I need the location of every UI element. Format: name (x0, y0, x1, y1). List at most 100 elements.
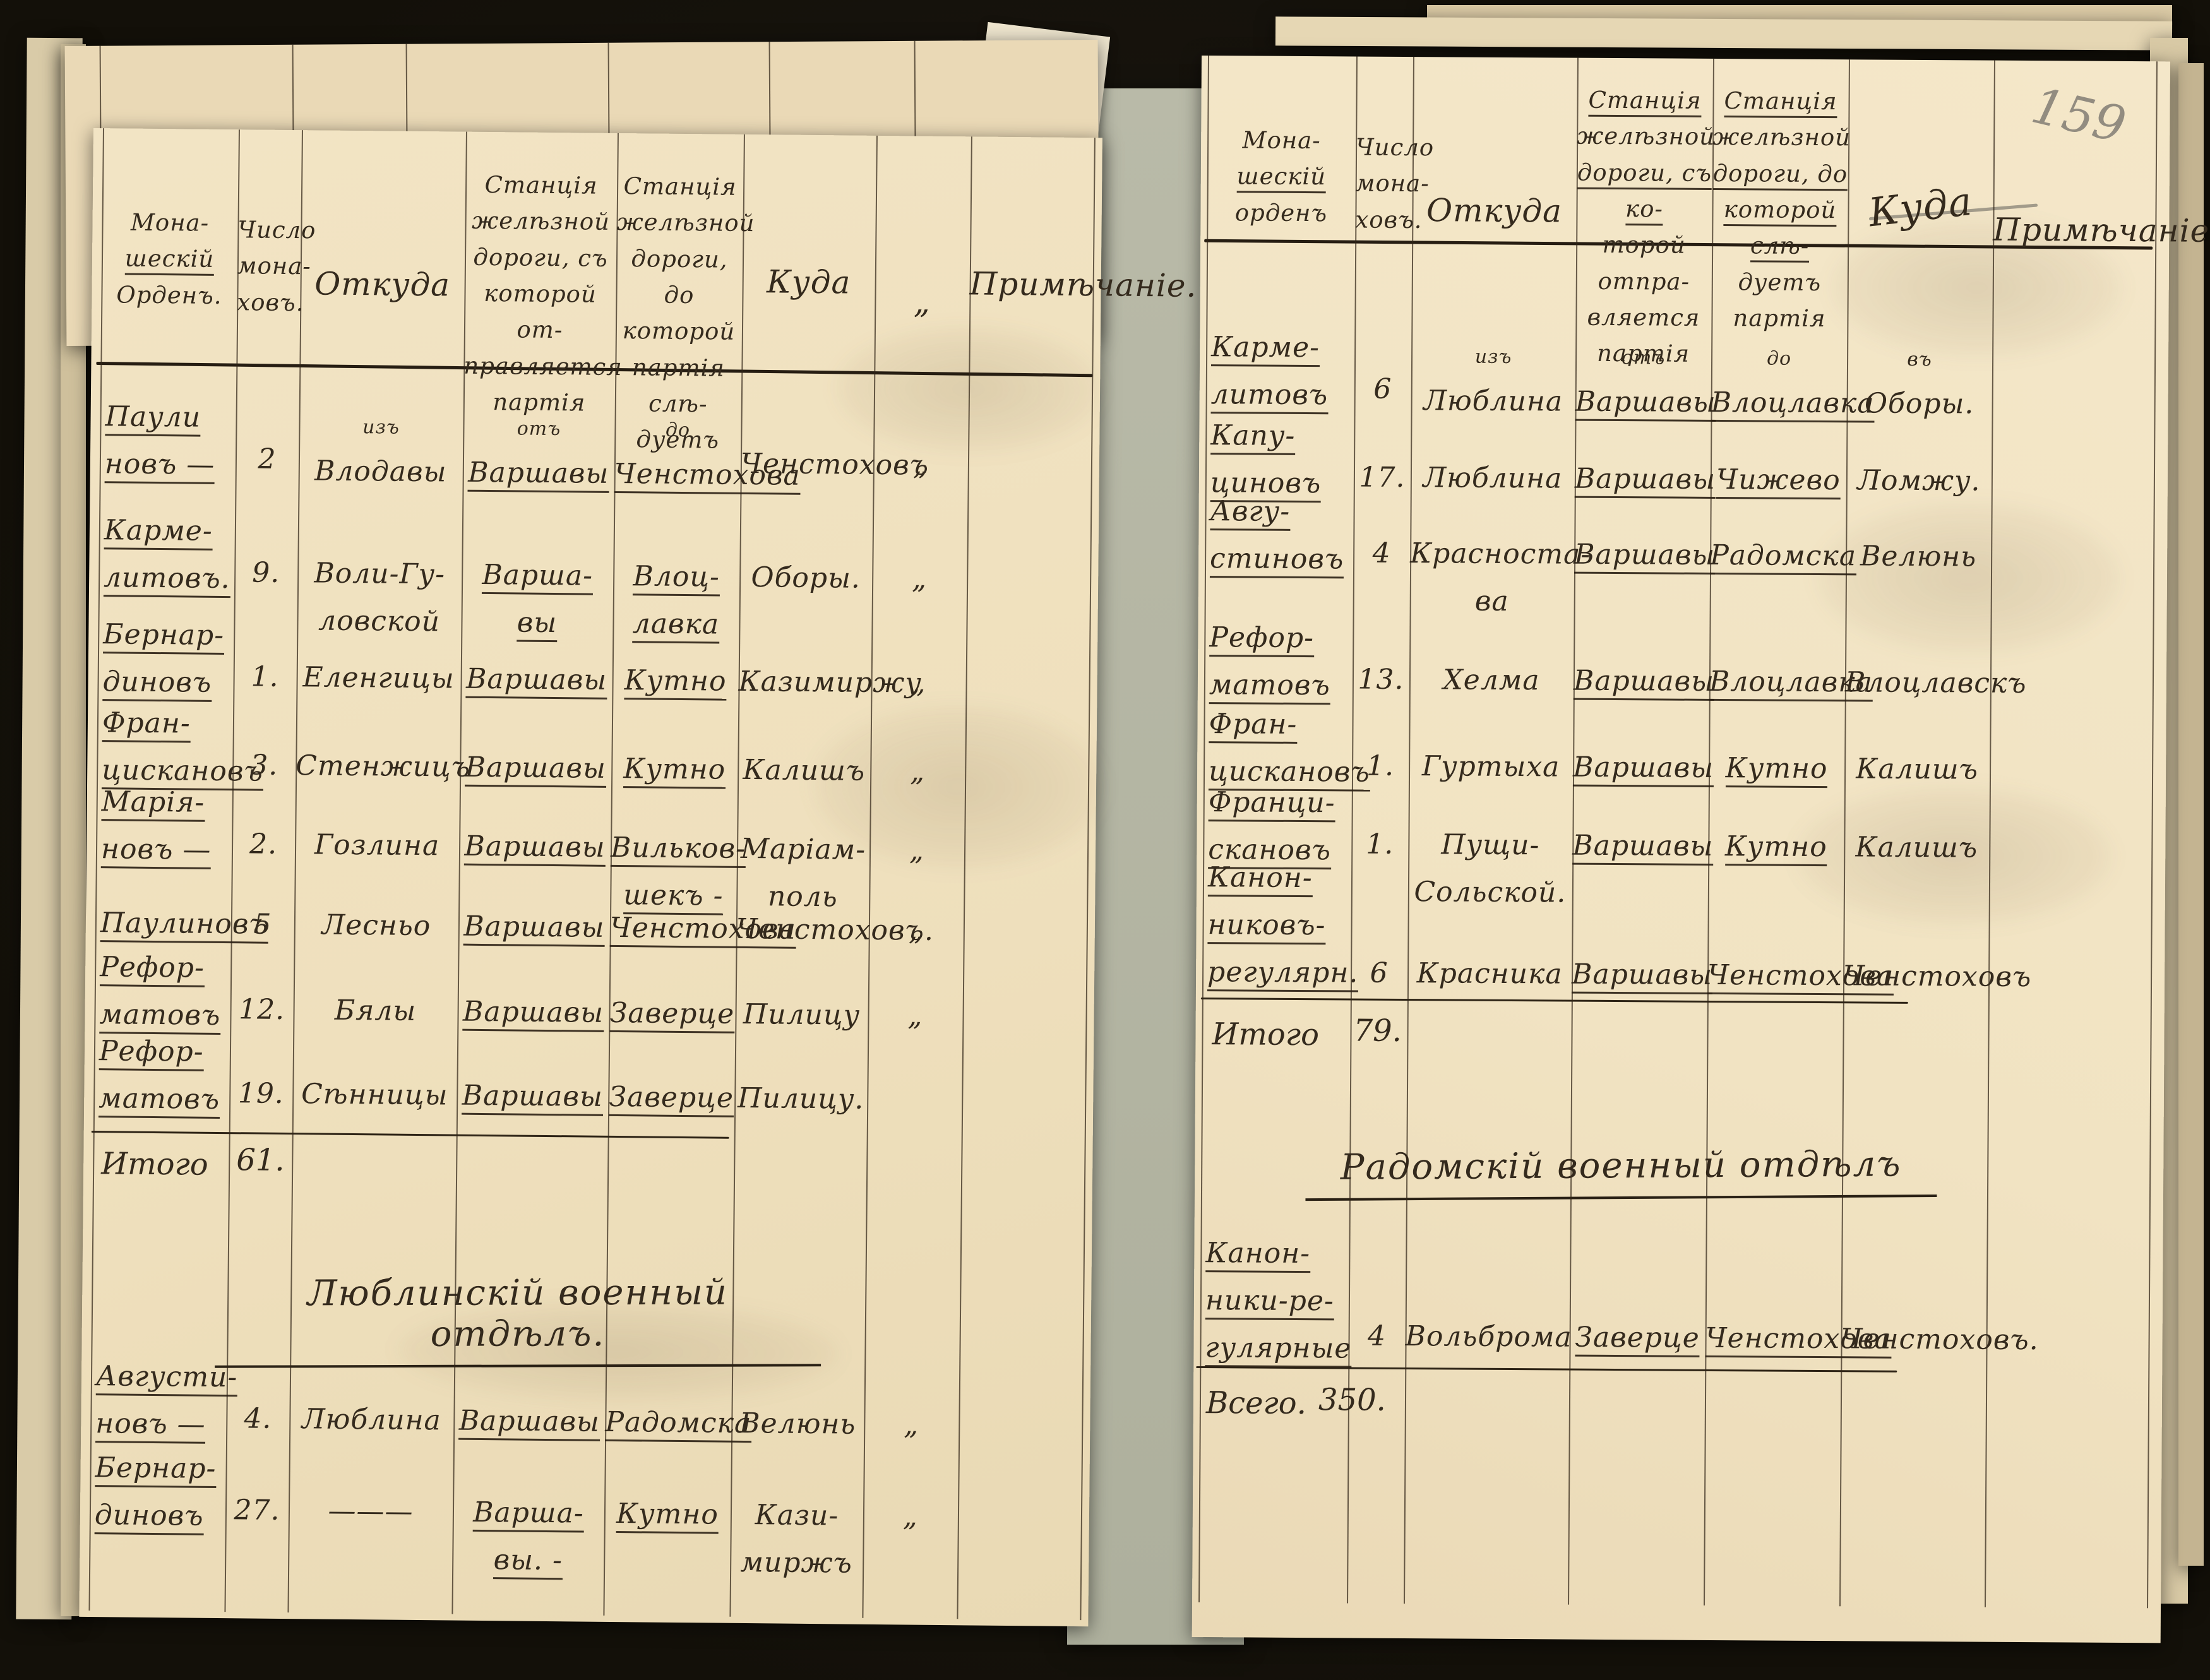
table-cell: Паули новъ — (100, 393, 241, 489)
table-cell: Варшавы (457, 989, 609, 1037)
grand-total-value: 350. (1318, 1382, 1387, 1418)
total-value: 79. (1353, 1013, 1402, 1049)
table-cell: въ Оборы. (1864, 348, 1974, 420)
table-cell: 5 (253, 908, 272, 941)
table-cell: 2 (258, 443, 277, 475)
table-cell: 4. (244, 1402, 272, 1435)
table-cell: Ченстохова (1707, 952, 1894, 1000)
column-header: Примѣчаніе. (969, 265, 1197, 304)
table-cell: 13. (1358, 663, 1404, 696)
table-cell: Варша-вы (461, 552, 613, 648)
table-cell: Рефор-матовъ (93, 1028, 235, 1124)
table-cell: ——— (328, 1494, 414, 1528)
table-cell: Марія-новъ — (96, 778, 237, 874)
table-cell: Влоцлавка (1709, 658, 1873, 706)
column-header: Откуда (1426, 192, 1563, 230)
table-cell: Влоц-лавка (612, 553, 739, 649)
table-cell: Кутно (611, 746, 738, 794)
table-cell: Кутно (1709, 745, 1844, 793)
table-cell: Варшавы (1571, 951, 1713, 999)
table-cell: Рефор-матовъ (1204, 614, 1358, 710)
table-cell: 9. (252, 556, 280, 589)
table-cell: Рефор-матовъ (94, 944, 236, 1040)
table-cell: Канон-никовъ-регулярн. (1202, 854, 1359, 997)
table-cell: до Ченстохова (614, 403, 801, 499)
column-header: Число мона-ховъ. (1355, 133, 1435, 234)
table-cell: Сѣнницы (301, 1078, 448, 1112)
table-cell: Карме-литовъ. (99, 507, 240, 603)
grand-total-label: Всего. (1205, 1385, 1307, 1422)
total-rule (91, 1131, 729, 1139)
table-cell: Радомска (1709, 532, 1857, 580)
table-cell: Казимиржу (738, 665, 923, 700)
table-cell: Хелма (1443, 664, 1540, 697)
table-cell: Ченстоховъ. (1841, 1323, 2039, 1357)
column-header: Число мона-ховъ. (237, 216, 316, 316)
table-cell: Ченстоховъ (740, 447, 929, 482)
table-cell: Вольброма (1405, 1320, 1572, 1354)
table-cell: Калишъ (1855, 831, 1978, 864)
table-cell: „ (912, 449, 929, 482)
table-cell: Заверце (609, 990, 736, 1039)
total-value: 61. (236, 1142, 285, 1178)
table-cell: 4 (1372, 537, 1391, 569)
table-cell: Варшавы (459, 823, 611, 872)
right-page: 159 Итого 79. Радомскій военный отдѣлъ В… (1192, 56, 2209, 1643)
table-cell: „ (911, 667, 926, 700)
table-cell: Кутно (604, 1491, 731, 1539)
table-cell: Велюнь (1860, 540, 1977, 573)
table-cell: Варшавы (1573, 658, 1715, 706)
table-cell: 17. (1359, 461, 1406, 494)
total-label: Итого (1212, 1016, 1320, 1053)
table-cell: Варшавы (458, 903, 611, 952)
table-cell: изъ Люблина (1423, 345, 1563, 418)
table-cell: Влоцлавскъ (1844, 666, 2027, 700)
table-cell: Варшавы (460, 656, 612, 705)
page-edge-sliver (1275, 16, 2173, 51)
section-title: Люблинскій военный отдѣлъ. (214, 1272, 821, 1368)
table-cell: Калишъ (1856, 753, 1979, 786)
column-header: Откуда (314, 265, 451, 304)
table-cell: Гозлина (314, 828, 440, 862)
total-label: Итого (100, 1146, 208, 1183)
table-cell: Красника (1416, 957, 1563, 991)
table-cell: 27. (234, 1494, 280, 1527)
table-cell: 2. (249, 828, 278, 861)
column-header: Станція желѣзной дороги, съ ко-торой отпра… (1577, 86, 1716, 368)
table-cell: Люблина (1423, 462, 1563, 495)
table-cell: Заверце (608, 1074, 735, 1123)
table-cell: Варшавы (1574, 456, 1716, 504)
table-cell: до Влоцлавка (1711, 332, 1875, 427)
table-cell: Красноста-ва (1410, 537, 1591, 617)
table-cell: Паулиновъ (95, 900, 268, 948)
table-cell: Варшавы (1572, 823, 1714, 871)
column-header: Станція желѣзной дороги, до которой слѣ-дуе… (1712, 87, 1851, 333)
table-cell: Оборы. (751, 561, 861, 595)
table-cell: 6 (1373, 372, 1392, 405)
table-cell: отъ Варшавы (1575, 331, 1716, 427)
table-cell: Стенжицъ (296, 749, 471, 783)
table-cell: 3. (250, 749, 278, 782)
table-cell: отъ Варшавы (462, 402, 614, 498)
table-cell: 1. (1366, 828, 1394, 861)
page-number: 159 (2026, 77, 2131, 155)
table-cell: Авгу-стиновъ (1205, 488, 1359, 583)
table-cell: Ломжу. (1857, 464, 1981, 497)
table-cell: Бернар-диновъ (90, 1445, 231, 1540)
table-cell: Чижево (1711, 456, 1846, 504)
table-cell: Пилицу. (737, 1081, 864, 1116)
table-cell: Ченстохова (1705, 1315, 1892, 1363)
table-cell: Карме-литовъ (1205, 324, 1359, 419)
table-cell: „ (908, 914, 924, 947)
table-cell: Заверце (1569, 1314, 1705, 1362)
column-header: Станція желѣзной дороги, съ которой от-прав… (463, 170, 623, 417)
table-cell: „ (902, 1500, 919, 1533)
left-page: Итого 61. Люблинскій военный отдѣлъ. Мон… (79, 128, 1197, 1627)
table-cell: Кази-миржъ (740, 1499, 853, 1580)
table-cell: Люблина (301, 1403, 442, 1437)
table-cell: Еленгицы (302, 661, 455, 695)
table-cell: Радомска (605, 1399, 752, 1448)
column-header: Мона-шескій Орденъ. (116, 208, 222, 309)
page-edge-stack (2178, 63, 2204, 1566)
